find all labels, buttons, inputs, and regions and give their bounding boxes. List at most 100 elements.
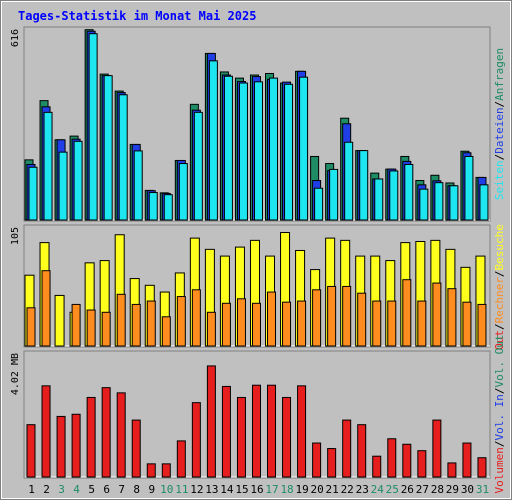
bar-rechner-day-8 [131, 303, 141, 347]
bar-volumen-day-8 [131, 419, 141, 478]
bar-seiten-day-18 [284, 83, 294, 221]
x-tick-day-2: 2 [43, 483, 50, 496]
x-tick-day-27: 27 [416, 483, 429, 496]
x-tick-day-17: 17 [265, 483, 278, 496]
bar-seiten-day-2 [43, 111, 53, 221]
bar-volumen-day-21 [327, 448, 337, 478]
bar-rechner-day-18 [282, 301, 292, 347]
x-tick-day-10: 10 [160, 483, 173, 496]
bar-seiten-day-13 [208, 60, 218, 221]
x-tick-day-30: 30 [461, 483, 474, 496]
bar-seiten-day-8 [133, 150, 143, 221]
bar-seiten-day-12 [193, 111, 203, 221]
bar-rechner-day-19 [297, 300, 307, 347]
x-tick-day-25: 25 [386, 483, 399, 496]
bar-rechner-day-16 [251, 302, 261, 347]
x-tick-day-21: 21 [326, 483, 339, 496]
legend-item-anfragen: Anfragen [493, 48, 506, 101]
legend-separator: / [493, 101, 506, 108]
bar-volumen-day-28 [432, 419, 442, 478]
bar-rechner-day-26 [402, 279, 412, 347]
legend-item-dateien: Dateien [493, 107, 506, 153]
bar-rechner-day-17 [267, 291, 277, 347]
x-tick-day-31: 31 [476, 483, 489, 496]
bar-rechner-day-9 [146, 300, 156, 347]
x-tick-day-9: 9 [148, 483, 155, 496]
bar-rechner-day-27 [417, 300, 427, 347]
plot-frame-visits [23, 224, 491, 348]
x-tick-day-22: 22 [341, 483, 354, 496]
bar-seiten-day-23 [359, 150, 369, 221]
bar-rechner-day-28 [432, 282, 442, 347]
legend-item-besuche: Besuche [493, 224, 506, 270]
bar-rechner-day-10 [161, 316, 171, 347]
x-tick-day-26: 26 [401, 483, 414, 496]
bar-volumen-day-1 [26, 424, 36, 478]
bar-seiten-day-20 [314, 187, 324, 221]
legend-separator: / [493, 270, 506, 277]
x-tick-day-8: 8 [133, 483, 140, 496]
x-tick-day-3: 3 [58, 483, 65, 496]
bar-volumen-day-24 [372, 455, 382, 478]
bar-seiten-day-31 [479, 184, 489, 221]
x-tick-day-1: 1 [28, 483, 35, 496]
bar-seiten-day-14 [223, 75, 233, 221]
bar-rechner-day-6 [101, 311, 111, 347]
x-tick-day-13: 13 [205, 483, 218, 496]
y-max-label-visits: 105 [10, 227, 21, 245]
bar-volumen-day-9 [146, 463, 156, 478]
bar-volumen-day-3 [56, 415, 66, 478]
bar-volumen-day-18 [282, 396, 292, 478]
bar-seiten-day-26 [404, 163, 414, 221]
bar-rechner-day-14 [221, 302, 231, 347]
bar-seiten-day-17 [269, 77, 279, 221]
bar-seiten-day-22 [344, 141, 354, 221]
bar-volumen-day-16 [251, 384, 261, 478]
plot-frame-hits [23, 26, 491, 222]
bar-seiten-day-4 [73, 140, 83, 221]
bar-volumen-day-25 [387, 438, 397, 478]
bar-seiten-day-11 [178, 163, 188, 221]
x-tick-day-28: 28 [431, 483, 444, 496]
bar-volumen-day-20 [312, 442, 322, 478]
y-max-label-hits: 616 [10, 29, 21, 47]
legend-item-seiten: Seiten [493, 160, 506, 200]
bar-seiten-day-15 [238, 82, 248, 221]
legend-separator: / [493, 154, 506, 161]
bar-rechner-day-29 [447, 288, 457, 347]
bar-rechner-day-25 [387, 300, 397, 347]
bar-volumen-day-10 [161, 463, 171, 478]
legend-item-volumen: Volumen [493, 447, 506, 493]
bar-besuche-day-3 [54, 294, 65, 347]
y-max-label-volume: 4.02 MB [10, 353, 21, 395]
bar-rechner-day-13 [206, 311, 216, 347]
bar-volumen-day-4 [71, 413, 81, 478]
legend-item-out: Out [493, 330, 506, 350]
bar-volumen-day-7 [116, 392, 126, 478]
legend-separator: / [493, 388, 506, 395]
x-tick-day-6: 6 [103, 483, 110, 496]
bar-volumen-day-2 [41, 385, 51, 478]
bar-rechner-day-31 [477, 303, 487, 347]
x-tick-day-7: 7 [118, 483, 125, 496]
bar-seiten-day-21 [329, 168, 339, 221]
bar-volumen-day-12 [191, 402, 201, 478]
legend-visits: Out/Rechner/Besuche [493, 224, 506, 350]
legend-volume: Volumen/Vol. In/Vol. Out [493, 335, 506, 494]
bar-seiten-day-9 [148, 192, 158, 221]
bar-seiten-day-25 [389, 170, 399, 221]
bar-seiten-day-5 [88, 33, 98, 221]
bar-volumen-day-27 [417, 450, 427, 478]
bar-seiten-day-10 [163, 194, 173, 221]
bar-seiten-day-24 [374, 178, 384, 221]
legend-hits: Seiten/Dateien/Anfragen [493, 48, 506, 200]
bar-rechner-day-7 [116, 293, 126, 347]
bar-volumen-day-17 [267, 384, 277, 478]
legend-item-vol-out: Vol. Out [493, 335, 506, 388]
bar-rechner-day-30 [462, 301, 472, 347]
bar-volumen-day-29 [447, 462, 457, 478]
x-tick-day-18: 18 [280, 483, 293, 496]
bar-seiten-day-16 [253, 81, 263, 221]
